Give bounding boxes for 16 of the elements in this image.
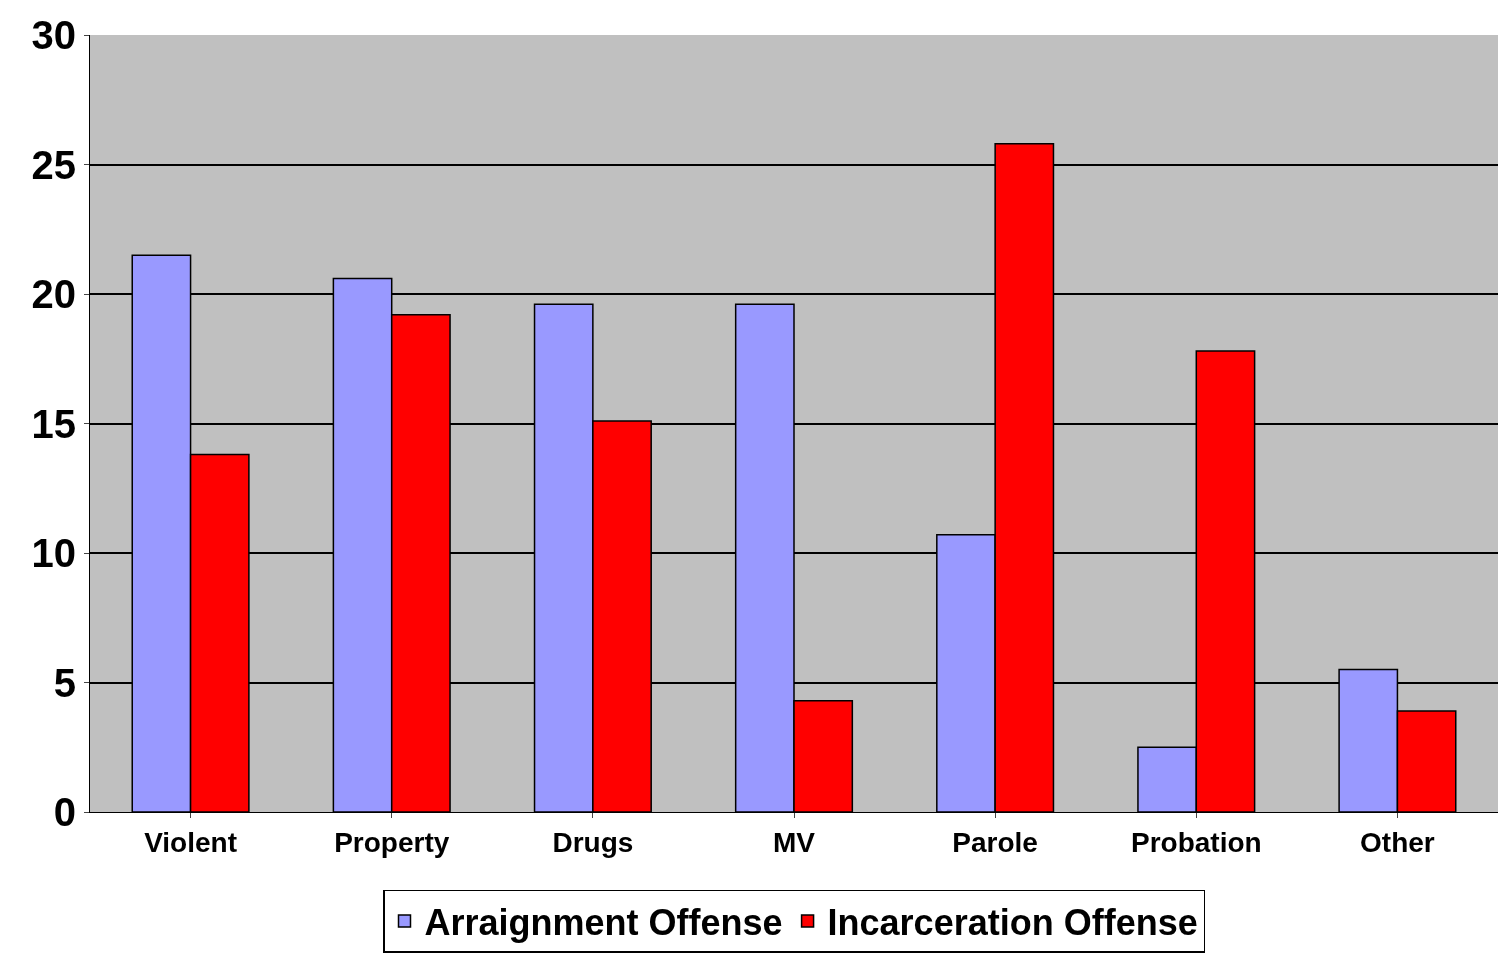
x-tick-label: Violent	[144, 826, 237, 858]
x-tick-label: Drugs	[552, 826, 634, 858]
x-tick-label: Probation	[1130, 826, 1262, 858]
y-tick-label: 30	[31, 13, 76, 57]
y-tick-label: 0	[53, 790, 76, 834]
x-tick-label: MV	[773, 826, 816, 858]
y-tick-label: 20	[31, 272, 76, 316]
y-tick-label: 10	[31, 531, 76, 575]
x-tick-label: Other	[1360, 826, 1435, 858]
legend-label: Incarceration Offense	[827, 902, 1198, 944]
y-tick-label: 25	[31, 142, 76, 187]
y-tick-label: 15	[31, 401, 76, 446]
x-tick-label: Property	[334, 826, 450, 858]
x-tick-label: Parole	[952, 826, 1038, 858]
y-tick-label: 5	[53, 660, 76, 705]
legend-label: Arraignment Offense	[424, 902, 783, 944]
